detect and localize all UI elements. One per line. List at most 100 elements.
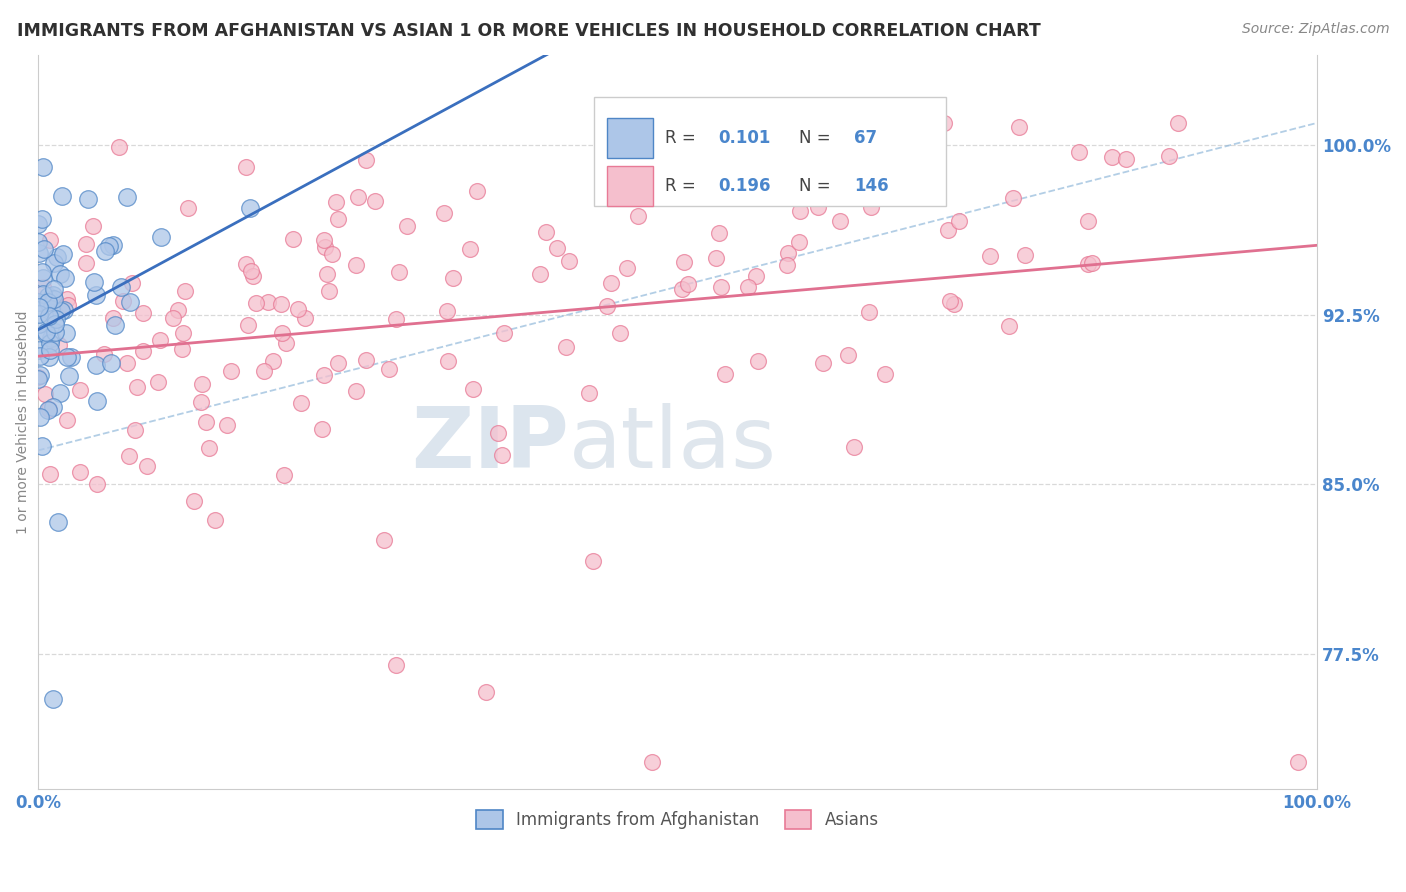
Point xyxy=(474,685,496,699)
Point xyxy=(811,356,834,370)
Point xyxy=(599,276,621,290)
Point xyxy=(388,265,411,279)
Point xyxy=(844,440,866,454)
Point xyxy=(236,318,259,332)
Point xyxy=(49,386,72,401)
Point xyxy=(86,476,108,491)
Point xyxy=(28,307,51,321)
Point xyxy=(46,301,69,315)
Point xyxy=(38,310,60,324)
Point xyxy=(132,306,155,320)
Point xyxy=(34,326,56,340)
Point xyxy=(436,304,458,318)
Point xyxy=(77,192,100,206)
Point xyxy=(312,368,335,382)
Point xyxy=(707,226,730,240)
Point xyxy=(775,258,797,272)
Point xyxy=(31,439,53,453)
Point xyxy=(53,303,76,318)
Text: 0.196: 0.196 xyxy=(718,178,770,195)
Point xyxy=(59,351,82,365)
Point xyxy=(53,271,76,285)
Point xyxy=(38,467,60,481)
Text: N =: N = xyxy=(799,129,837,147)
Point xyxy=(787,235,810,249)
Point xyxy=(93,347,115,361)
Point xyxy=(103,237,125,252)
Point xyxy=(271,326,294,341)
Text: Source: ZipAtlas.com: Source: ZipAtlas.com xyxy=(1241,22,1389,37)
Point xyxy=(195,416,218,430)
Point xyxy=(641,755,664,769)
Point xyxy=(326,356,349,370)
Point xyxy=(276,336,298,351)
Point xyxy=(627,209,650,223)
Point xyxy=(55,350,77,364)
Point xyxy=(377,362,399,376)
Y-axis label: 1 or more Vehicles in Household: 1 or more Vehicles in Household xyxy=(15,310,30,534)
Point xyxy=(979,249,1001,263)
Point xyxy=(44,318,66,332)
Point xyxy=(714,367,737,381)
Point xyxy=(239,263,262,277)
Point xyxy=(837,348,859,362)
Point xyxy=(217,418,239,433)
Point xyxy=(486,426,509,441)
Point xyxy=(75,255,97,269)
Point xyxy=(671,281,693,295)
Point xyxy=(176,202,198,216)
Point xyxy=(219,364,242,378)
Point xyxy=(943,297,966,311)
Point xyxy=(235,161,257,175)
Point xyxy=(252,364,274,378)
Point xyxy=(710,280,733,294)
Point xyxy=(385,658,408,673)
Point xyxy=(44,312,66,326)
FancyBboxPatch shape xyxy=(607,166,654,206)
Point xyxy=(46,251,69,265)
Point xyxy=(198,441,221,455)
Point xyxy=(28,409,51,424)
Point xyxy=(28,317,51,331)
Point xyxy=(1077,257,1099,271)
Point xyxy=(747,354,769,368)
Text: 0.101: 0.101 xyxy=(718,129,770,147)
Point xyxy=(149,333,172,347)
Point xyxy=(32,280,55,294)
Point xyxy=(270,297,292,311)
Point xyxy=(42,400,65,414)
Point xyxy=(104,318,127,332)
Point xyxy=(69,383,91,397)
Point xyxy=(82,219,104,233)
Point xyxy=(27,217,49,231)
Point xyxy=(48,338,70,352)
Point xyxy=(94,244,117,258)
Point xyxy=(32,243,55,257)
Point xyxy=(678,277,700,292)
Point xyxy=(1014,247,1036,261)
Point xyxy=(49,267,72,281)
Point xyxy=(28,368,51,383)
Point xyxy=(860,201,883,215)
Point xyxy=(190,395,212,409)
Point xyxy=(42,255,65,269)
Point xyxy=(776,246,799,260)
Point xyxy=(38,343,60,358)
Point xyxy=(58,298,80,312)
Point xyxy=(936,223,959,237)
Point xyxy=(546,241,568,255)
Point xyxy=(1077,214,1099,228)
Point xyxy=(385,312,408,326)
Point xyxy=(557,254,579,268)
Point xyxy=(673,255,696,269)
Point xyxy=(609,326,631,340)
Point xyxy=(35,326,58,341)
Point xyxy=(127,380,149,394)
Point xyxy=(42,288,65,302)
Point xyxy=(875,368,897,382)
Text: R =: R = xyxy=(665,178,700,195)
Text: atlas: atlas xyxy=(569,402,778,486)
Point xyxy=(27,372,49,386)
Point xyxy=(27,369,49,384)
Point xyxy=(39,335,62,350)
